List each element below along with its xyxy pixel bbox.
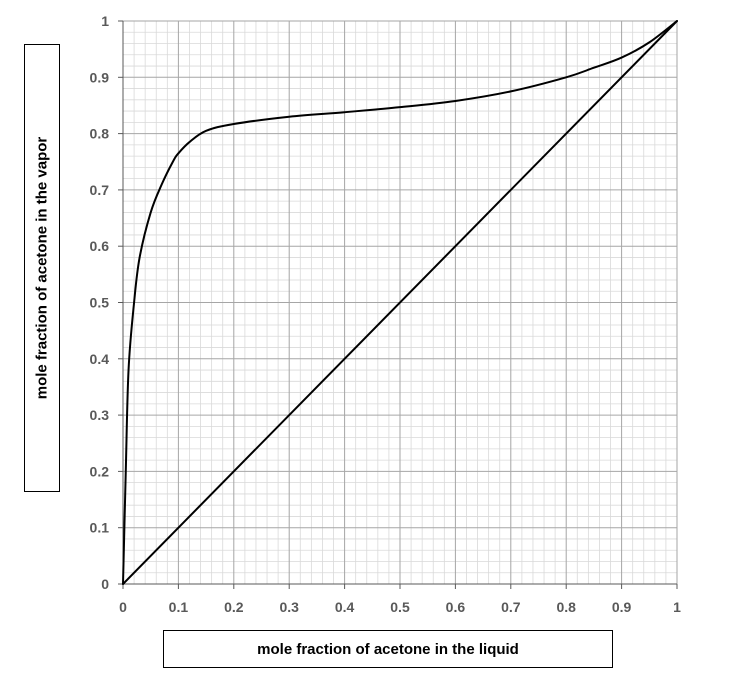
y-tick-label: 0.2: [90, 463, 110, 479]
y-tick-label: 0: [101, 576, 109, 592]
x-tick-label: 0.7: [501, 599, 521, 615]
series-layer: [122, 20, 678, 585]
diagonal-line: [122, 20, 678, 585]
x-tick-label: 0.2: [224, 599, 244, 615]
y-tick-label: 0.4: [90, 351, 110, 367]
y-tick-label: 0.1: [90, 520, 110, 536]
y-axis-label: mole fraction of acetone in the vapor: [33, 136, 51, 400]
x-tick-label: 0.1: [169, 599, 189, 615]
x-tick-label: 0.5: [390, 599, 410, 615]
x-tick-label: 0.3: [279, 599, 299, 615]
x-tick-label: 1: [673, 599, 681, 615]
y-tick-label: 0.7: [90, 182, 110, 198]
x-axis-ticks: 0 0.1 0.2 0.3 0.4 0.5 0.6 0.7 0.8 0.9 1: [119, 584, 681, 615]
x-tick-label: 0.8: [556, 599, 576, 615]
x-tick-label: 0: [119, 599, 127, 615]
y-tick-label: 0.8: [90, 126, 110, 142]
x-axis-label: mole fraction of acetone in the liquid: [257, 640, 519, 658]
x-axis-label-box: mole fraction of acetone in the liquid: [163, 630, 613, 668]
y-tick-label: 0.5: [90, 295, 110, 311]
x-tick-label: 0.9: [612, 599, 632, 615]
y-tick-label: 0.9: [90, 69, 110, 85]
y-tick-label: 0.3: [90, 407, 110, 423]
x-tick-label: 0.6: [446, 599, 466, 615]
x-tick-label: 0.4: [335, 599, 355, 615]
y-axis-label-box: mole fraction of acetone in the vapor: [24, 44, 60, 492]
y-tick-label: 1: [101, 13, 109, 29]
y-tick-label: 0.6: [90, 238, 110, 254]
y-axis-ticks: 0 0.1 0.2 0.3 0.4 0.5 0.6 0.7 0.8 0.9 1: [90, 13, 123, 592]
equilibrium-curve: [122, 20, 678, 585]
major-grid: [123, 21, 677, 584]
